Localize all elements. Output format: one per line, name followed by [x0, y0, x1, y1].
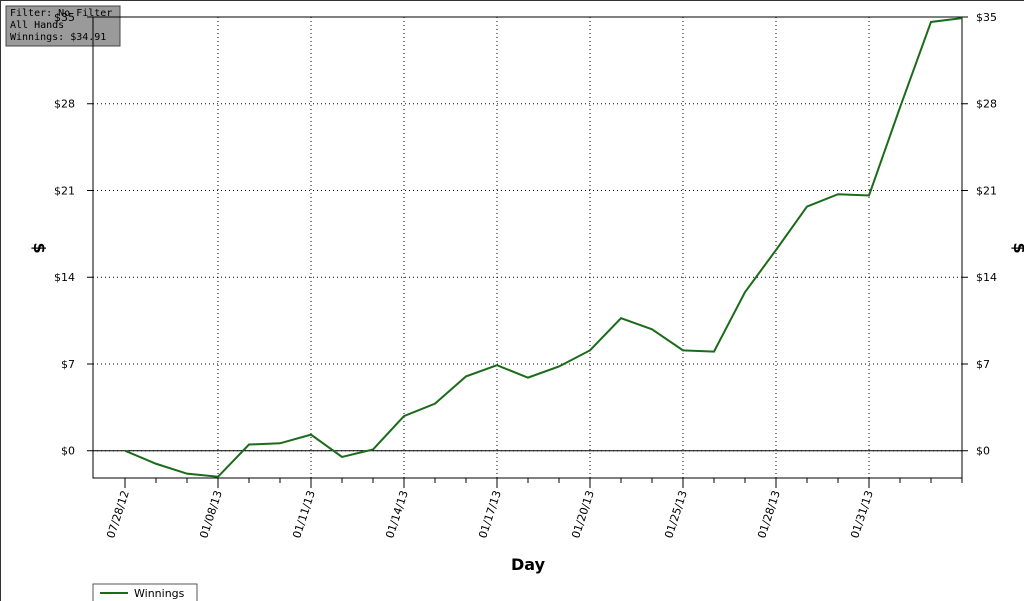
info-text: All Hands — [10, 20, 64, 31]
y-tick-label: $35 — [54, 11, 75, 24]
x-tick-label: 01/25/13 — [662, 489, 690, 540]
x-tick-label: 01/17/13 — [476, 489, 504, 540]
y-tick-label: $14 — [54, 271, 75, 284]
plot-area — [92, 16, 963, 479]
legend-label: Winnings — [134, 587, 185, 600]
y2-tick-label: $14 — [976, 271, 997, 284]
y2-tick-label: $35 — [976, 11, 997, 24]
x-axis-label: Day — [511, 555, 546, 574]
info-text: Winnings: $34.91 — [10, 32, 106, 43]
y2-tick-label: $21 — [976, 184, 997, 197]
x-tick-label: 01/08/13 — [197, 489, 225, 540]
x-tick-label: 01/14/13 — [383, 489, 411, 540]
y-axis-label: $ — [30, 242, 49, 253]
y-tick-label: $28 — [54, 98, 75, 111]
y2-tick-label: $28 — [976, 98, 997, 111]
info-text: Filter: No Filter — [10, 8, 112, 19]
y2-axis-label: $ — [1010, 242, 1024, 253]
line-series — [124, 17, 963, 478]
x-tick-label: 01/28/13 — [755, 489, 783, 540]
y-tick-label: $0 — [61, 445, 75, 458]
y-tick-label: $7 — [61, 358, 75, 371]
y-tick-label: $21 — [54, 184, 75, 197]
x-tick-label: 07/28/12 — [104, 489, 132, 540]
info-box-bg — [5, 5, 121, 47]
legend: Winnings — [92, 583, 198, 601]
info-box: Filter: No Filter All Hands Winnings: $3… — [5, 5, 121, 47]
y2-tick-label: $7 — [976, 358, 990, 371]
legend-box — [92, 583, 198, 601]
x-tick-label: 01/31/13 — [848, 489, 876, 540]
x-tick-label: 01/20/13 — [569, 489, 597, 540]
y2-tick-label: $0 — [976, 445, 990, 458]
x-tick-label: 01/11/13 — [290, 489, 318, 540]
